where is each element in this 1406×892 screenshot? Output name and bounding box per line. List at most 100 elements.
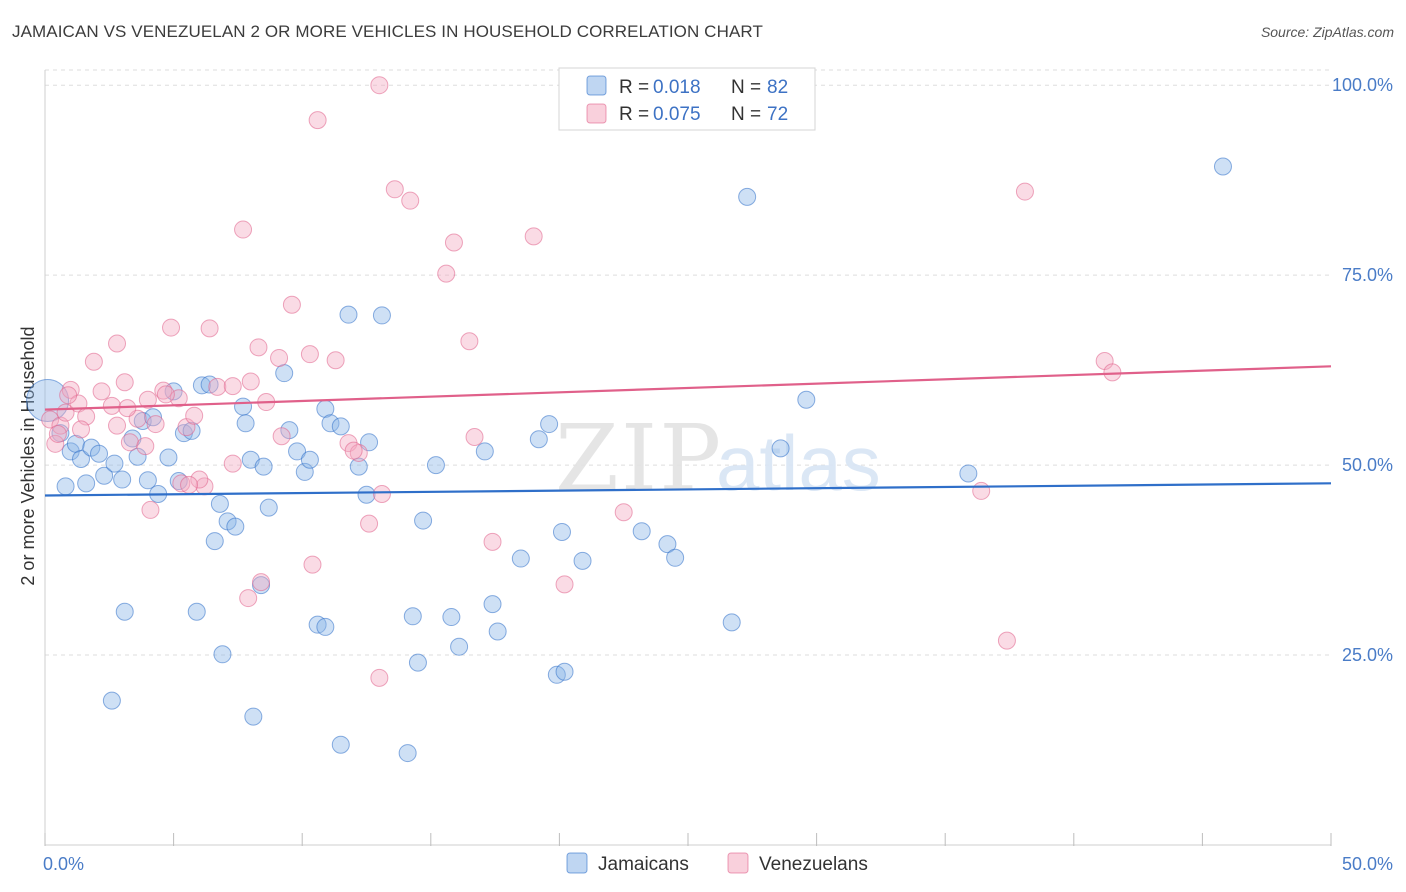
jamaicans-swatch: [566, 852, 588, 874]
jamaican-point: [414, 511, 433, 530]
jamaican-point: [529, 430, 548, 449]
jamaican-point: [488, 622, 507, 641]
venezuelan-point: [465, 427, 484, 446]
axes: [44, 70, 1332, 846]
jamaican-point: [210, 494, 229, 513]
jamaican-point: [259, 498, 278, 517]
jamaican-point: [658, 535, 677, 554]
jamaican-point: [236, 414, 255, 433]
jamaican-point: [77, 474, 96, 493]
venezuelans-swatch: [727, 852, 749, 874]
venezuelans-points: [41, 76, 1122, 687]
jamaican-point: [105, 454, 124, 473]
legend-n-label-1: N =: [731, 77, 761, 98]
jamaican-point: [357, 485, 376, 504]
venezuelans-legend-label: Venezuelans: [759, 854, 868, 875]
jamaican-point: [144, 408, 163, 427]
jamaican-point: [234, 397, 253, 416]
jamaican-point: [771, 439, 790, 458]
jamaican-point: [372, 306, 391, 325]
jamaican-point: [450, 637, 469, 656]
jamaican-point: [483, 595, 502, 614]
venezuelan-point: [146, 415, 165, 434]
venezuelan-point: [344, 441, 363, 460]
y-tick-labels: 25.0% 50.0% 75.0% 100.0%: [1332, 75, 1393, 665]
venezuelan-point: [437, 264, 456, 283]
venezuelan-point: [72, 420, 91, 439]
y-tick-label: 75.0%: [1342, 265, 1393, 285]
venezuelan-point: [200, 319, 219, 338]
svg-text:ZIP: ZIP: [555, 405, 723, 512]
venezuelan-point: [460, 332, 479, 351]
jamaican-point: [300, 450, 319, 469]
legend-r-value-2: 0.075: [653, 104, 701, 125]
venezuelan-point: [102, 396, 121, 415]
jamaican-point: [540, 415, 559, 434]
venezuelan-point: [370, 76, 389, 95]
venezuelan-point: [239, 589, 258, 608]
venezuelan-point: [326, 351, 345, 370]
jamaican-point: [426, 456, 445, 475]
venezuelan-point: [92, 382, 111, 401]
venezuelan-point: [270, 348, 289, 367]
venezuelans-legend-swatch: [586, 103, 607, 124]
y-tick-label: 25.0%: [1342, 645, 1393, 665]
jamaican-point: [959, 464, 978, 483]
venezuelan-point: [614, 503, 633, 522]
jamaican-point: [138, 471, 157, 490]
jamaican-point: [288, 442, 307, 461]
jamaican-point: [511, 549, 530, 568]
venezuelan-point: [61, 380, 80, 399]
jamaican-point: [192, 376, 211, 395]
jamaican-point: [339, 305, 358, 324]
venezuelan-point: [372, 484, 391, 503]
venezuelan-point: [524, 227, 543, 246]
jamaican-point: [115, 602, 134, 621]
venezuelan-point: [180, 475, 199, 494]
jamaican-point: [738, 187, 757, 206]
legend-r-value-1: 0.018: [653, 77, 701, 98]
jamaican-point: [213, 645, 232, 664]
venezuelan-point: [483, 532, 502, 551]
venezuelan-point: [308, 111, 327, 130]
jamaican-point: [113, 470, 132, 489]
venezuelans-trend-line: [44, 365, 1332, 411]
jamaican-point: [331, 735, 350, 754]
venezuelan-point: [223, 377, 242, 396]
venezuelan-point: [360, 514, 379, 533]
venezuelan-point: [234, 220, 253, 239]
venezuelan-point: [156, 385, 175, 404]
venezuelan-point: [401, 191, 420, 210]
venezuelan-point: [208, 377, 227, 396]
jamaicans-trend-line: [44, 482, 1332, 497]
venezuelan-point: [108, 416, 127, 435]
legend-r-label-2: R =: [619, 104, 649, 125]
legend-n-label-2: N =: [731, 104, 761, 125]
venezuelan-point: [84, 352, 103, 371]
x-tick-labels: 0.0% 50.0%: [43, 854, 1393, 874]
y-axis-label: 2 or more Vehicles in Household: [18, 326, 38, 585]
jamaican-point: [56, 477, 75, 496]
gridlines: [45, 69, 1331, 656]
x-tick-label-max: 50.0%: [1342, 854, 1393, 874]
venezuelan-point: [172, 474, 191, 493]
venezuelan-point: [223, 454, 242, 473]
venezuelan-point: [190, 470, 209, 489]
jamaican-point: [1213, 157, 1232, 176]
jamaican-point: [321, 414, 340, 433]
venezuelan-point: [136, 437, 155, 456]
trend-lines: [44, 365, 1332, 497]
jamaican-point: [398, 744, 417, 763]
jamaican-point: [632, 522, 651, 541]
svg-text:atlas: atlas: [716, 419, 881, 507]
jamaican-point: [254, 457, 273, 476]
series-legend: Jamaicans Venezuelans: [566, 852, 868, 875]
venezuelan-point: [252, 573, 271, 592]
venezuelan-point: [249, 338, 268, 357]
legend-r-label-1: R =: [619, 77, 649, 98]
venezuelan-point: [282, 295, 301, 314]
venezuelan-point: [972, 481, 991, 500]
jamaican-point: [275, 364, 294, 383]
jamaican-point: [72, 450, 91, 469]
